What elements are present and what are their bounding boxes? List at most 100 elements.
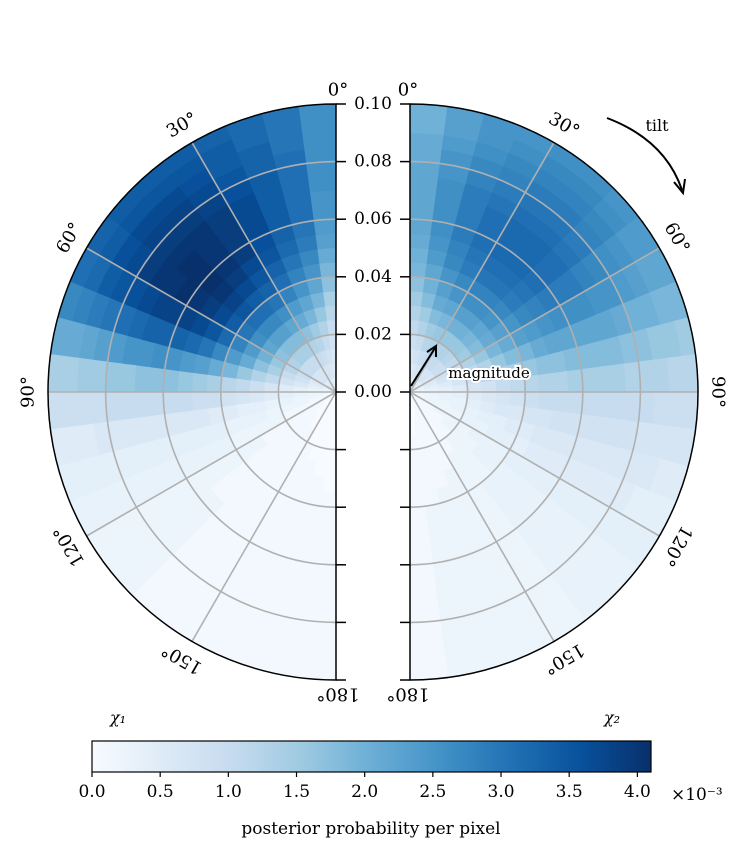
chi2-cell	[409, 591, 439, 609]
chi2-cell	[409, 218, 433, 236]
chi2-cell	[552, 391, 569, 414]
chi2-cell	[409, 161, 441, 179]
chi2-cell	[409, 276, 426, 293]
chi1-cell	[220, 376, 237, 393]
chi1-cell	[324, 463, 337, 479]
chi1-cell	[148, 391, 166, 417]
chi1-cell	[76, 391, 94, 427]
chi1-cell	[313, 218, 337, 236]
chi1-grid	[48, 142, 337, 642]
chi2-cell	[652, 391, 670, 427]
chi2-cell	[409, 605, 441, 623]
chi2-cell	[409, 290, 424, 307]
chi2-cell	[495, 391, 512, 406]
chi1-cell	[177, 391, 194, 414]
tilt-annotation: tilt	[606, 116, 686, 196]
chi1-tilt-tick-label: 0°	[328, 80, 348, 101]
chi1-cell	[119, 391, 137, 421]
magnitude-tick-label: 0.06	[354, 209, 392, 229]
colorbar-tick-label: 0.0	[78, 782, 105, 802]
chi2-cell	[409, 662, 448, 681]
chi1-cell	[301, 634, 337, 652]
chi1-cell	[191, 372, 208, 393]
chi1-cell	[322, 477, 337, 494]
chi2-grid-spoke	[409, 247, 660, 393]
chi2-cell	[409, 477, 424, 494]
chi1-cell	[191, 391, 208, 412]
colorbar-tick-label: 3.5	[556, 782, 583, 802]
magnitude-label: magnitude	[448, 364, 530, 382]
chi2-tilt-tick-label: 60°	[660, 219, 694, 257]
chi2-tilt-tick-label: 0°	[398, 80, 418, 101]
colorbar-exponent: ×10⁻³	[671, 785, 723, 805]
colorbar-tick-label: 2.0	[351, 782, 378, 802]
chi1-cell	[318, 262, 337, 279]
chi1-cell	[162, 369, 180, 393]
chi2-cell	[623, 391, 641, 423]
colorbar-label: posterior probability per pixel	[241, 819, 500, 839]
chi2-cell	[580, 391, 598, 417]
magnitude-tick-label: 0.10	[354, 94, 392, 114]
chi2-cell	[595, 391, 612, 419]
chi1-cell	[299, 648, 337, 666]
chi1-cell	[311, 204, 337, 222]
chi1-cell	[314, 534, 337, 551]
chi2-cell	[580, 367, 598, 393]
chi1-cell	[220, 391, 237, 408]
chi2-cell	[666, 355, 684, 393]
tilt-arrow-head	[673, 178, 686, 196]
chi1-cell	[314, 233, 337, 250]
chi2-cell	[409, 448, 420, 465]
chi1-cell	[322, 290, 337, 307]
chi2-grid-spoke	[409, 391, 660, 537]
chi2-cell	[409, 505, 428, 522]
colorbar-tick-label: 4.0	[624, 782, 651, 802]
chi1-cell	[318, 505, 337, 522]
chi1-cell	[309, 190, 337, 207]
chi2-cell	[552, 370, 569, 393]
chi1-cell	[307, 591, 337, 609]
magnitude-arrow	[410, 347, 436, 387]
chi1-cell	[320, 491, 337, 508]
colorbar-tick-label: 1.5	[283, 782, 310, 802]
chi2-cell	[409, 204, 435, 222]
colorbar-tick-label: 1.0	[215, 782, 242, 802]
chi1-tilt-tick-label: 180°	[316, 684, 359, 705]
chi1-cell	[119, 363, 137, 393]
chi1-cell	[206, 391, 223, 410]
chi1-cell	[234, 378, 251, 393]
magnitude-tick-label: 0.00	[354, 382, 392, 402]
chi2-cell	[409, 118, 447, 136]
chi2-cell	[680, 391, 699, 430]
chi1-cell	[47, 391, 66, 430]
chi2-cell	[409, 233, 432, 250]
tilt-label: tilt	[645, 116, 669, 135]
chi2-cell	[409, 132, 445, 150]
tilt-arrow	[606, 117, 683, 191]
chi2-cell	[409, 103, 448, 122]
colorbar-tick-label: 0.5	[147, 782, 174, 802]
chi1-cell	[177, 370, 194, 393]
chi2-cell	[409, 190, 437, 207]
chi2-cell	[409, 548, 433, 566]
chi1-cell	[305, 605, 337, 623]
chi2-grid-spoke	[409, 391, 555, 642]
chi2-cell	[666, 391, 684, 429]
chi1-cell	[311, 562, 337, 580]
chi1-cell	[249, 380, 265, 393]
chi2-cell	[409, 262, 428, 279]
chi1-panel: 0°30°60°90°120°150°180° χ₁	[18, 80, 360, 728]
chi1-cell	[301, 132, 337, 150]
chi2-cell	[481, 380, 497, 393]
chi2-tilt-tick-label: 90°	[708, 376, 729, 408]
chi1-cell	[62, 391, 80, 429]
chi1-cell	[47, 354, 66, 393]
chi1-cell	[298, 662, 337, 681]
chi2-cell	[409, 175, 439, 193]
chi1-cell	[105, 361, 123, 393]
chi1-cell	[134, 391, 151, 419]
colorbar: 0.0 0.5 1.0 1.5 2.0 2.5 3.0 3.5 4.0 ×10⁻³ poster…	[78, 740, 723, 839]
colorbar-tick-label: 2.5	[419, 782, 446, 802]
chi2-tilt-tick-label: 30°	[545, 108, 583, 142]
